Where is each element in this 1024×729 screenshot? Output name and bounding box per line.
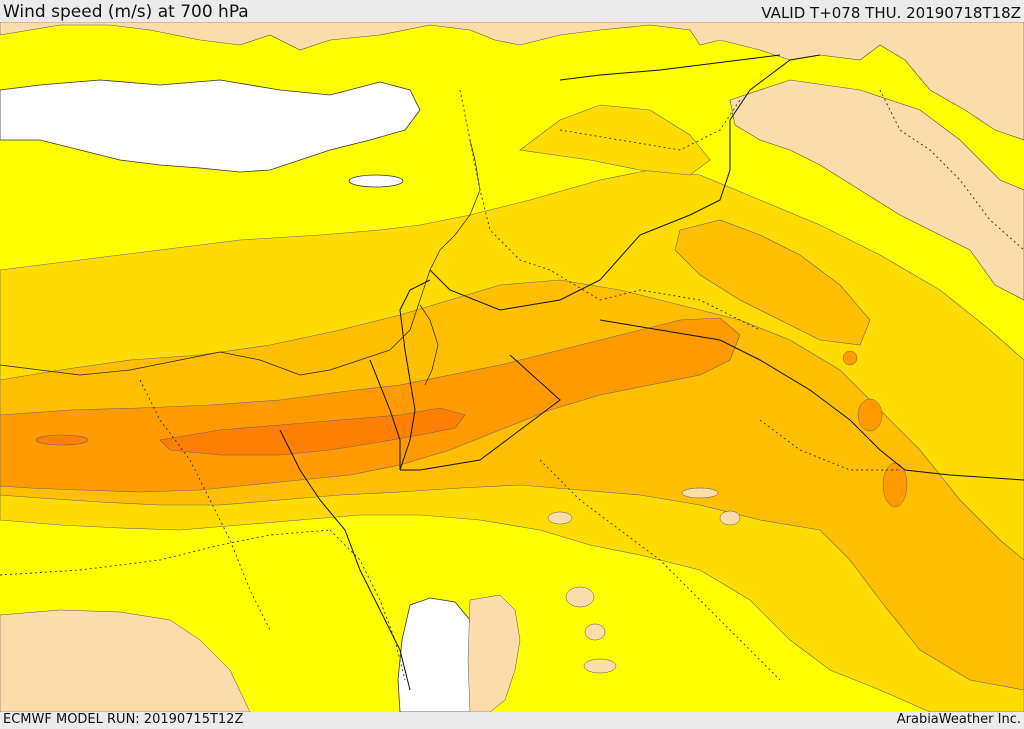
low-wind-zone-northeast — [729, 79, 1024, 301]
coastlines — [0, 139, 481, 386]
pale-zone-south — [467, 594, 521, 712]
mediterranean-sea-blob — [0, 79, 421, 173]
map-area — [0, 22, 1024, 712]
dark-pocket-east-1 — [857, 398, 883, 432]
pale-blob-5 — [565, 586, 595, 608]
header-bar: Wind speed (m/s) at 700 hPa VALID T+078 … — [0, 0, 1024, 22]
solid-borders — [279, 54, 1024, 691]
credit-label: ArabiaWeather Inc. — [896, 712, 1021, 727]
pale-zone-southwest — [0, 609, 251, 712]
wind-band-orange — [0, 279, 1024, 691]
dotted-borders — [0, 89, 1024, 681]
pale-blob-1 — [681, 487, 719, 499]
wind-band-orange-east — [674, 219, 871, 346]
pale-blob-2 — [547, 511, 573, 525]
wind-core-west — [35, 434, 89, 446]
low-wind-zone-north — [0, 22, 1024, 141]
wind-speed-map — [0, 22, 1024, 712]
pale-blob-6 — [583, 658, 617, 674]
wind-band-core — [159, 407, 466, 456]
valid-time: VALID T+078 THU. 20190718T18Z — [761, 4, 1021, 22]
pale-blob-4 — [719, 510, 741, 526]
dark-pocket-east-2 — [882, 462, 908, 508]
pale-blob-3 — [584, 623, 606, 641]
footer-bar: ECMWF MODEL RUN: 20190715T12Z ArabiaWeat… — [0, 712, 1024, 729]
map-title: Wind speed (m/s) at 700 hPa — [3, 2, 249, 22]
cyprus-lake — [348, 174, 404, 188]
wind-band-light-orange-north — [519, 104, 711, 176]
model-run-label: ECMWF MODEL RUN: 20190715T12Z — [3, 712, 244, 727]
dark-pocket-east-3 — [842, 350, 858, 366]
